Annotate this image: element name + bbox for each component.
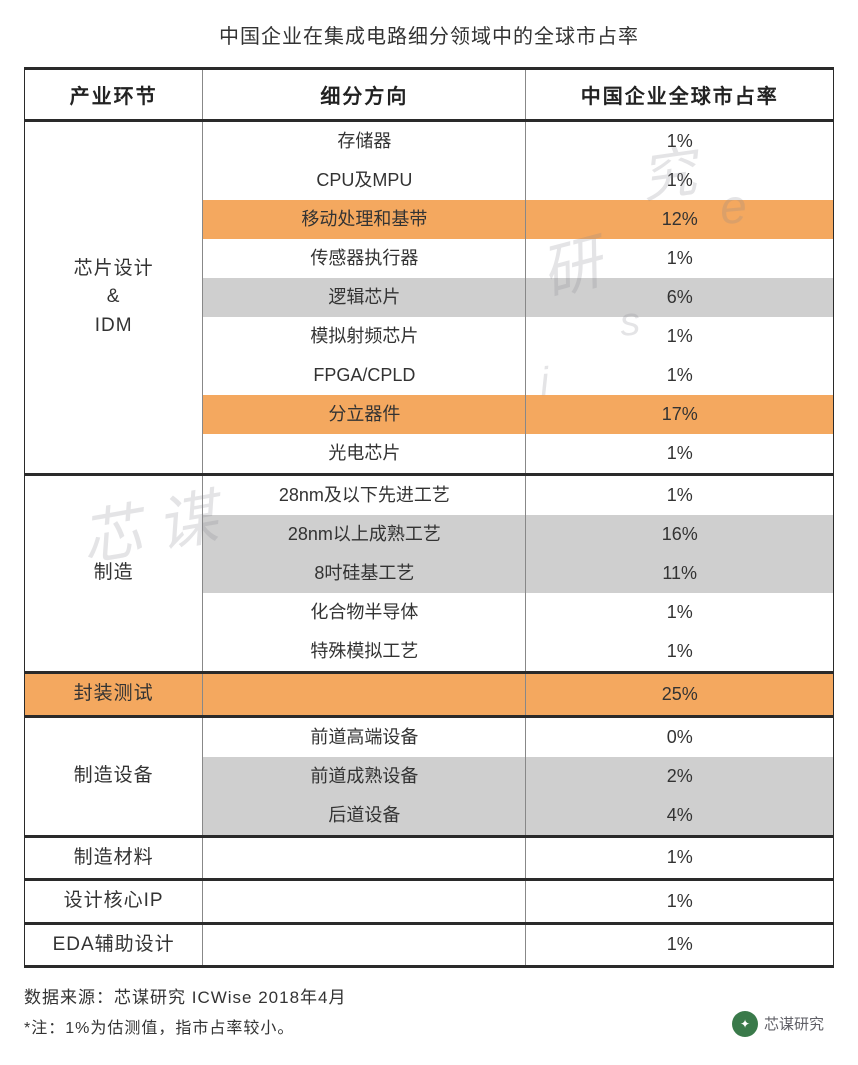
segment-cell: 28nm及以下先进工艺 <box>203 475 526 516</box>
share-cell: 1% <box>526 121 833 162</box>
wechat-icon: ✦ <box>732 1011 758 1037</box>
segment-cell: CPU及MPU <box>203 161 526 200</box>
table-row: 制造材料 1% <box>25 836 833 880</box>
share-cell: 0% <box>526 716 833 757</box>
col-header-segment: 细分方向 <box>203 70 526 121</box>
share-cell: 1% <box>526 923 833 965</box>
table-row: 设计核心IP 1% <box>25 880 833 924</box>
data-source: 数据来源：芯谋研究 ICWise 2018年4月 <box>24 982 834 1014</box>
segment-cell <box>203 673 526 717</box>
segment-cell <box>203 880 526 924</box>
market-share-table: 产业环节 细分方向 中国企业全球市占率 芯片设计 & IDM存储器1%CPU及M… <box>24 67 834 968</box>
segment-cell: 光电芯片 <box>203 434 526 475</box>
segment-cell: FPGA/CPLD <box>203 356 526 395</box>
table-header-row: 产业环节 细分方向 中国企业全球市占率 <box>25 70 833 121</box>
segment-cell: 移动处理和基带 <box>203 200 526 239</box>
logo-text: 芯谋研究 <box>764 1013 824 1034</box>
category-cell: 芯片设计 & IDM <box>25 121 203 475</box>
share-cell: 1% <box>526 317 833 356</box>
segment-cell <box>203 923 526 965</box>
share-cell: 1% <box>526 880 833 924</box>
segment-cell: 特殊模拟工艺 <box>203 632 526 673</box>
category-cell: 封装测试 <box>25 673 203 717</box>
footer: 数据来源：芯谋研究 ICWise 2018年4月 *注：1%为估测值，指市占率较… <box>24 982 834 1045</box>
share-cell: 4% <box>526 796 833 837</box>
table-row: 封装测试 25% <box>25 673 833 717</box>
category-cell: EDA辅助设计 <box>25 923 203 965</box>
share-cell: 1% <box>526 434 833 475</box>
category-cell: 制造 <box>25 475 203 673</box>
segment-cell: 模拟射频芯片 <box>203 317 526 356</box>
segment-cell: 前道高端设备 <box>203 716 526 757</box>
segment-cell: 化合物半导体 <box>203 593 526 632</box>
page-title: 中国企业在集成电路细分领域中的全球市占率 <box>24 20 834 49</box>
share-cell: 1% <box>526 632 833 673</box>
share-cell: 1% <box>526 593 833 632</box>
segment-cell: 分立器件 <box>203 395 526 434</box>
segment-cell: 存储器 <box>203 121 526 162</box>
table-row: 芯片设计 & IDM存储器1% <box>25 121 833 162</box>
source-logo: ✦ 芯谋研究 <box>732 1011 824 1037</box>
share-cell: 1% <box>526 836 833 880</box>
col-header-category: 产业环节 <box>25 70 203 121</box>
table-row: EDA辅助设计 1% <box>25 923 833 965</box>
segment-cell: 28nm以上成熟工艺 <box>203 515 526 554</box>
footnote: *注：1%为估测值，指市占率较小。 <box>24 1014 834 1044</box>
share-cell: 25% <box>526 673 833 717</box>
share-cell: 16% <box>526 515 833 554</box>
share-cell: 1% <box>526 239 833 278</box>
segment-cell: 后道设备 <box>203 796 526 837</box>
share-cell: 11% <box>526 554 833 593</box>
table-row: 制造28nm及以下先进工艺1% <box>25 475 833 516</box>
category-cell: 制造设备 <box>25 716 203 836</box>
segment-cell: 逻辑芯片 <box>203 278 526 317</box>
share-cell: 17% <box>526 395 833 434</box>
category-cell: 设计核心IP <box>25 880 203 924</box>
share-cell: 2% <box>526 757 833 796</box>
segment-cell: 传感器执行器 <box>203 239 526 278</box>
table-row: 制造设备前道高端设备0% <box>25 716 833 757</box>
share-cell: 1% <box>526 356 833 395</box>
col-header-share: 中国企业全球市占率 <box>526 70 833 121</box>
share-cell: 12% <box>526 200 833 239</box>
share-cell: 1% <box>526 161 833 200</box>
segment-cell: 8吋硅基工艺 <box>203 554 526 593</box>
category-cell: 制造材料 <box>25 836 203 880</box>
segment-cell: 前道成熟设备 <box>203 757 526 796</box>
segment-cell <box>203 836 526 880</box>
share-cell: 1% <box>526 475 833 516</box>
share-cell: 6% <box>526 278 833 317</box>
